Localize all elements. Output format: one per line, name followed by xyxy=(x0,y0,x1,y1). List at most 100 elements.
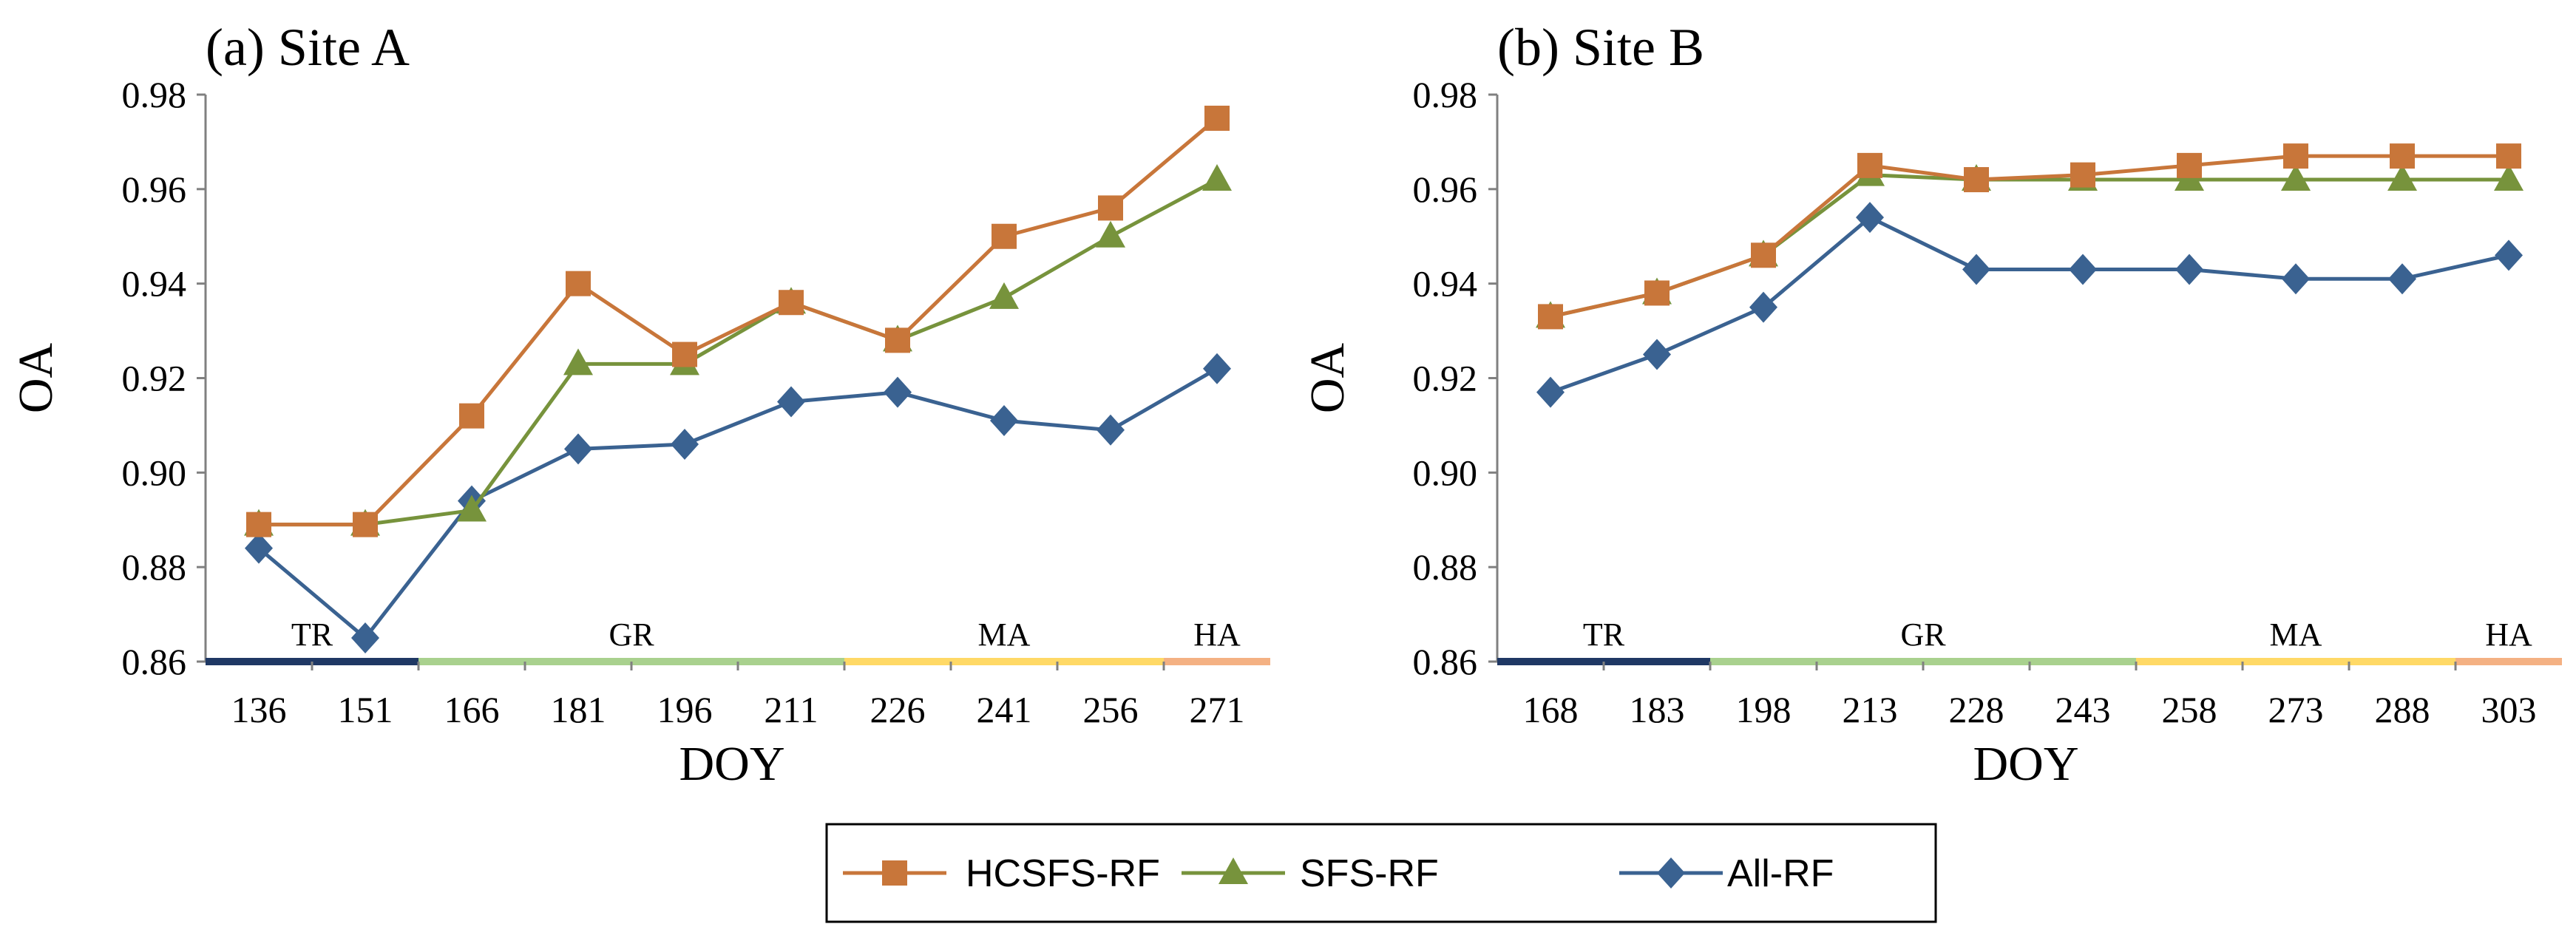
x-axis-title: DOY xyxy=(1973,737,2079,791)
legend-label: HCSFS-RF xyxy=(966,852,1160,895)
data-point xyxy=(671,428,699,460)
y-axis-title: OA xyxy=(1301,343,1355,414)
stage-band-ha xyxy=(1164,658,1270,665)
panel-site-b: (b) Site B 0.86 0.88 0.90 0.92 0.94 0.96 0.98 OA… xyxy=(1301,18,2562,791)
data-point xyxy=(1538,304,1563,330)
y-tick-label: 0.86 xyxy=(1413,641,1478,682)
y-tick-label: 0.90 xyxy=(122,452,187,493)
stage-label: HA xyxy=(2485,616,2532,653)
series-all-rf xyxy=(245,353,1231,654)
stage-label: MA xyxy=(978,616,1031,653)
data-point xyxy=(351,622,379,654)
data-point xyxy=(1096,220,1125,248)
series-hcsfs-rf xyxy=(246,105,1230,537)
y-tick-label: 0.96 xyxy=(122,169,187,210)
legend-label: SFS-RF xyxy=(1300,852,1439,895)
stage-band-ma xyxy=(2136,658,2455,665)
data-point xyxy=(2283,143,2308,169)
data-point xyxy=(2069,254,2097,285)
stage-band-ha xyxy=(2455,658,2562,665)
data-point xyxy=(457,495,487,522)
y-tick-label: 0.96 xyxy=(1413,169,1478,210)
x-tick-label: 196 xyxy=(657,689,713,730)
series-line xyxy=(259,117,1218,527)
data-point xyxy=(1203,353,1231,384)
data-point xyxy=(885,327,910,353)
y-tick-label: 0.92 xyxy=(122,358,187,399)
data-point xyxy=(1644,280,1670,306)
y-tick-label: 0.92 xyxy=(1413,358,1478,399)
data-point xyxy=(563,348,593,376)
y-tick-label: 0.98 xyxy=(122,74,187,115)
stage-band-ma xyxy=(844,658,1164,665)
panel-title: (a) Site A xyxy=(206,18,410,77)
stage-label: GR xyxy=(609,616,654,653)
data-point xyxy=(1857,152,1882,178)
x-tick-label: 168 xyxy=(1523,689,1579,730)
x-tick-label: 198 xyxy=(1736,689,1792,730)
data-point xyxy=(2494,164,2524,191)
data-point xyxy=(1202,164,1232,191)
y-tick-label: 0.86 xyxy=(122,641,187,682)
x-tick-label: 211 xyxy=(764,689,818,730)
data-point xyxy=(353,512,378,537)
data-point xyxy=(2387,164,2417,191)
data-point xyxy=(1751,242,1776,268)
series-line xyxy=(259,177,1218,527)
legend-marker xyxy=(882,860,907,886)
legend-label: All-RF xyxy=(1727,852,1834,895)
data-point xyxy=(2070,162,2095,188)
series-hcsfs-rf xyxy=(1538,143,2521,330)
legend-frame xyxy=(825,823,1937,923)
series-line xyxy=(1550,154,2509,319)
data-point xyxy=(2390,143,2415,169)
stage-label: TR xyxy=(1583,616,1625,653)
x-tick-label: 181 xyxy=(551,689,606,730)
data-point xyxy=(1536,376,1565,408)
stage-label: MA xyxy=(2270,616,2322,653)
series-sfs-rf xyxy=(244,164,1232,536)
data-point xyxy=(2175,254,2203,285)
legend-marker xyxy=(1657,857,1685,889)
y-tick-label: 0.94 xyxy=(1413,263,1478,305)
y-tick-label: 0.88 xyxy=(1413,546,1478,588)
x-tick-label: 136 xyxy=(231,689,287,730)
data-point xyxy=(566,271,591,296)
data-point xyxy=(2282,263,2310,295)
data-point xyxy=(246,512,271,537)
x-tick-label: 273 xyxy=(2268,689,2324,730)
data-point xyxy=(884,376,912,408)
series-line xyxy=(257,367,1218,641)
data-point xyxy=(1964,167,1989,193)
y-tick-label: 0.98 xyxy=(1413,74,1478,115)
data-point xyxy=(564,433,592,465)
x-tick-label: 183 xyxy=(1630,689,1685,730)
data-point xyxy=(990,405,1018,437)
x-tick-label: 258 xyxy=(2162,689,2217,730)
data-point xyxy=(2388,263,2416,295)
stage-label: TR xyxy=(291,616,333,653)
data-point xyxy=(777,386,805,418)
series-line xyxy=(1550,173,2509,319)
data-point xyxy=(992,223,1017,249)
series-line xyxy=(1550,215,2509,395)
x-tick-label: 256 xyxy=(1083,689,1139,730)
x-tick-label: 288 xyxy=(2375,689,2430,730)
data-point xyxy=(1643,339,1671,370)
y-axis-title: OA xyxy=(9,343,63,414)
data-point xyxy=(1098,195,1123,221)
legend: HCSFS-RF SFS-RF All-RF xyxy=(825,823,1937,923)
x-tick-label: 151 xyxy=(338,689,393,730)
data-point xyxy=(1749,291,1777,323)
panel-site-a: (a) Site A 0.86 0.88 0.90 0.92 0.94 0.96 0.98 OA… xyxy=(9,18,1270,791)
x-axis-title: DOY xyxy=(679,737,785,791)
x-tick-label: 213 xyxy=(1843,689,1898,730)
x-tick-label: 241 xyxy=(977,689,1032,730)
y-tick-label: 0.94 xyxy=(122,263,187,305)
stage-label: GR xyxy=(1900,616,1946,653)
data-point xyxy=(672,342,697,367)
y-tick-label: 0.90 xyxy=(1413,452,1478,493)
x-tick-label: 303 xyxy=(2481,689,2537,730)
data-point xyxy=(989,282,1019,309)
